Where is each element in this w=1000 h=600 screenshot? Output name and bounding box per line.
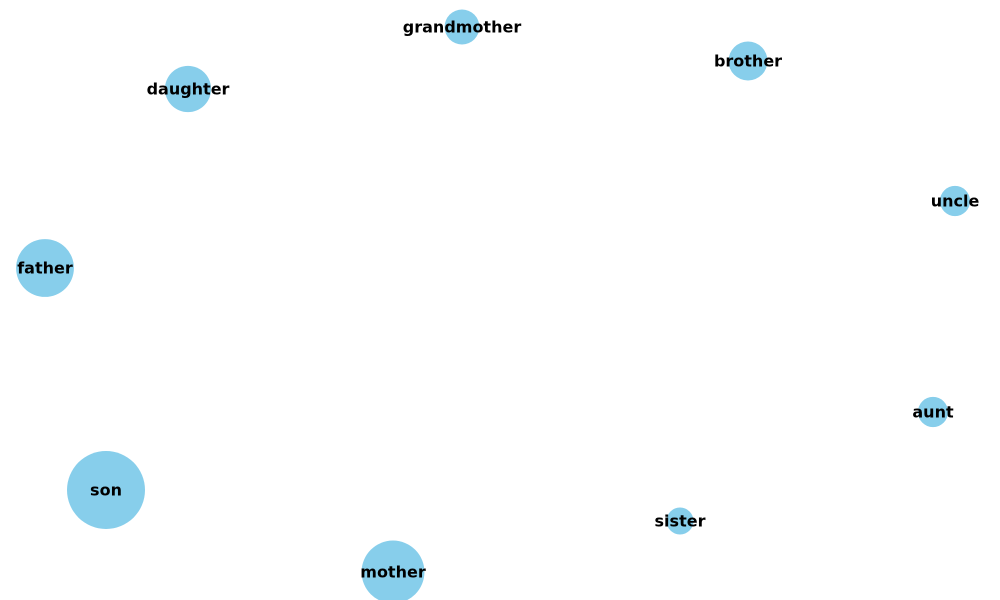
node-label: grandmother xyxy=(403,18,522,37)
node-label: daughter xyxy=(147,80,230,99)
node-circle xyxy=(444,9,480,45)
node-label: sister xyxy=(655,512,706,531)
node-uncle: uncle xyxy=(931,185,980,217)
node-sister: sister xyxy=(655,507,706,535)
node-label: father xyxy=(17,259,73,278)
nodes-layer: grandmother brother daughter uncle father aun… xyxy=(16,9,980,600)
node-circle xyxy=(361,540,425,600)
node-label: aunt xyxy=(912,403,954,422)
node-circle xyxy=(939,185,971,217)
node-father: father xyxy=(16,239,74,297)
node-label: uncle xyxy=(931,192,980,211)
node-circle xyxy=(16,239,74,297)
node-aunt: aunt xyxy=(912,396,954,428)
node-circle xyxy=(666,507,694,535)
node-circle xyxy=(728,41,768,81)
node-label: son xyxy=(90,481,122,500)
node-circle xyxy=(917,396,949,428)
node-brother: brother xyxy=(714,41,782,81)
node-daughter: daughter xyxy=(147,65,230,113)
node-mother: mother xyxy=(360,540,426,600)
node-son: son xyxy=(67,451,145,529)
node-grandmother: grandmother xyxy=(403,9,522,45)
node-label: mother xyxy=(360,563,426,582)
node-label: brother xyxy=(714,52,782,71)
node-circle xyxy=(164,65,212,113)
node-circle xyxy=(67,451,145,529)
